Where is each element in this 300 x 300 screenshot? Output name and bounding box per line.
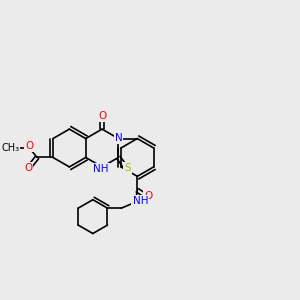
Text: O: O [25,140,33,151]
Text: O: O [144,191,152,201]
Text: NH: NH [93,164,109,174]
Text: O: O [98,111,106,121]
Text: S: S [124,164,131,173]
Text: O: O [24,164,32,173]
Text: CH₃: CH₃ [1,142,19,152]
Text: NH: NH [133,196,148,206]
Text: N: N [115,133,122,142]
